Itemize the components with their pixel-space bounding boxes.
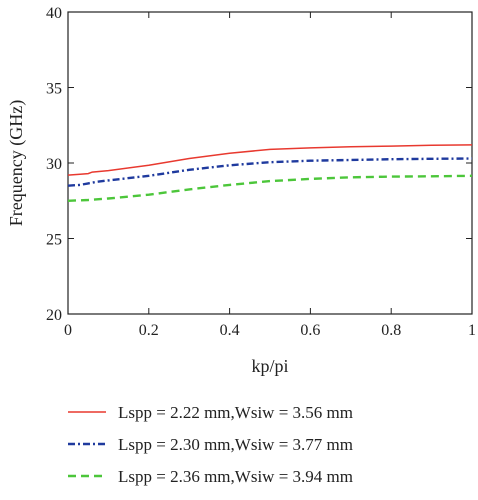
series-lines xyxy=(67,144,473,202)
x-tick-label: 0 xyxy=(64,322,72,339)
y-axis: 20 25 30 35 40 xyxy=(46,5,472,324)
legend-label-2: Lspp = 2.30 mm,Wsiw = 3.77 mm xyxy=(118,435,353,454)
plot-area xyxy=(67,11,473,315)
x-tick-label: 0.2 xyxy=(139,322,159,339)
y-tick-label: 25 xyxy=(46,232,62,249)
series-line-2 xyxy=(67,157,473,187)
series-line-3 xyxy=(67,174,473,202)
x-tick-label: 0.8 xyxy=(381,322,401,339)
series-line-1 xyxy=(67,144,473,176)
y-tick-label: 20 xyxy=(46,307,62,324)
legend-label-1: Lspp = 2.22 mm,Wsiw = 3.56 mm xyxy=(118,403,353,422)
y-tick-label: 30 xyxy=(46,156,62,173)
x-axis: 0 0.2 0.4 0.6 0.8 1 xyxy=(64,12,476,339)
x-axis-label: kp/pi xyxy=(251,356,288,376)
y-tick-label: 35 xyxy=(46,81,62,98)
y-axis-label: Frequency (GHz) xyxy=(6,100,27,226)
legend: Lspp = 2.22 mm,Wsiw = 3.56 mm Lspp = 2.30… xyxy=(68,403,353,486)
legend-label-3: Lspp = 2.36 mm,Wsiw = 3.94 mm xyxy=(118,467,353,486)
x-tick-label: 0.6 xyxy=(300,322,320,339)
x-tick-label: 0.4 xyxy=(220,322,240,339)
y-tick-label: 40 xyxy=(46,5,62,22)
x-tick-label: 1 xyxy=(468,322,476,339)
